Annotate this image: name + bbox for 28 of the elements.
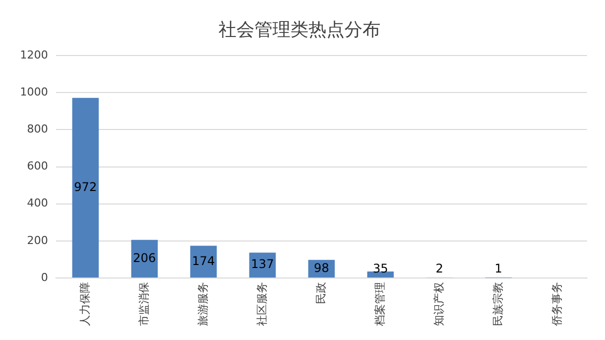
bar [190, 246, 217, 278]
x-tick-label: 市监消保 [137, 282, 150, 326]
x-tick-label: 人力保障 [78, 282, 92, 326]
x-tick-label: 民族宗教 [491, 282, 504, 326]
y-tick-label: 800 [26, 122, 48, 136]
data-label: 206 [133, 250, 156, 265]
x-tick-label: 侨务事务 [550, 282, 564, 326]
x-tick-label: 民政 [314, 282, 328, 304]
data-label: 1 [494, 262, 502, 276]
x-tick-label: 知识产权 [432, 282, 446, 326]
data-label: 174 [192, 254, 215, 268]
bar [249, 252, 276, 278]
data-label: 98 [314, 260, 330, 275]
x-tick-label: 档案管理 [373, 282, 386, 327]
data-label: 2 [436, 262, 444, 276]
x-tick-label: 旅游服务 [196, 282, 210, 326]
y-tick-label: 1000 [20, 86, 48, 99]
bar [131, 240, 158, 278]
chart-title: 社会管理类热点分布 [218, 19, 380, 40]
y-tick-label: 600 [26, 160, 48, 173]
y-tick-label: 200 [26, 234, 48, 247]
y-tick-label: 1200 [20, 48, 48, 62]
data-label: 972 [74, 180, 97, 194]
bar [72, 98, 99, 278]
y-tick-label: 400 [26, 196, 48, 210]
data-label: 137 [251, 257, 274, 272]
y-tick-label: 0 [40, 270, 48, 284]
x-tick-label: 社区服务 [255, 282, 268, 326]
